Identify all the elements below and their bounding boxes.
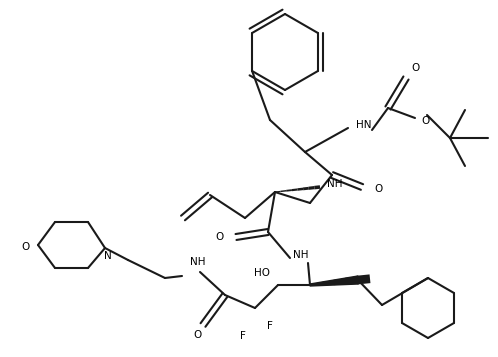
Text: O: O: [421, 116, 429, 126]
Text: O: O: [412, 63, 420, 73]
Text: HN: HN: [356, 120, 372, 130]
Text: NH: NH: [327, 179, 343, 189]
Text: HO: HO: [254, 268, 270, 278]
Text: O: O: [375, 184, 383, 194]
Text: F: F: [240, 331, 246, 341]
Text: NH: NH: [293, 250, 308, 260]
Polygon shape: [310, 276, 358, 286]
Text: F: F: [267, 321, 273, 331]
Text: NH: NH: [190, 257, 206, 267]
Text: N: N: [104, 251, 112, 261]
Text: O: O: [22, 242, 30, 252]
Text: O: O: [193, 330, 201, 340]
Text: O: O: [216, 232, 224, 242]
